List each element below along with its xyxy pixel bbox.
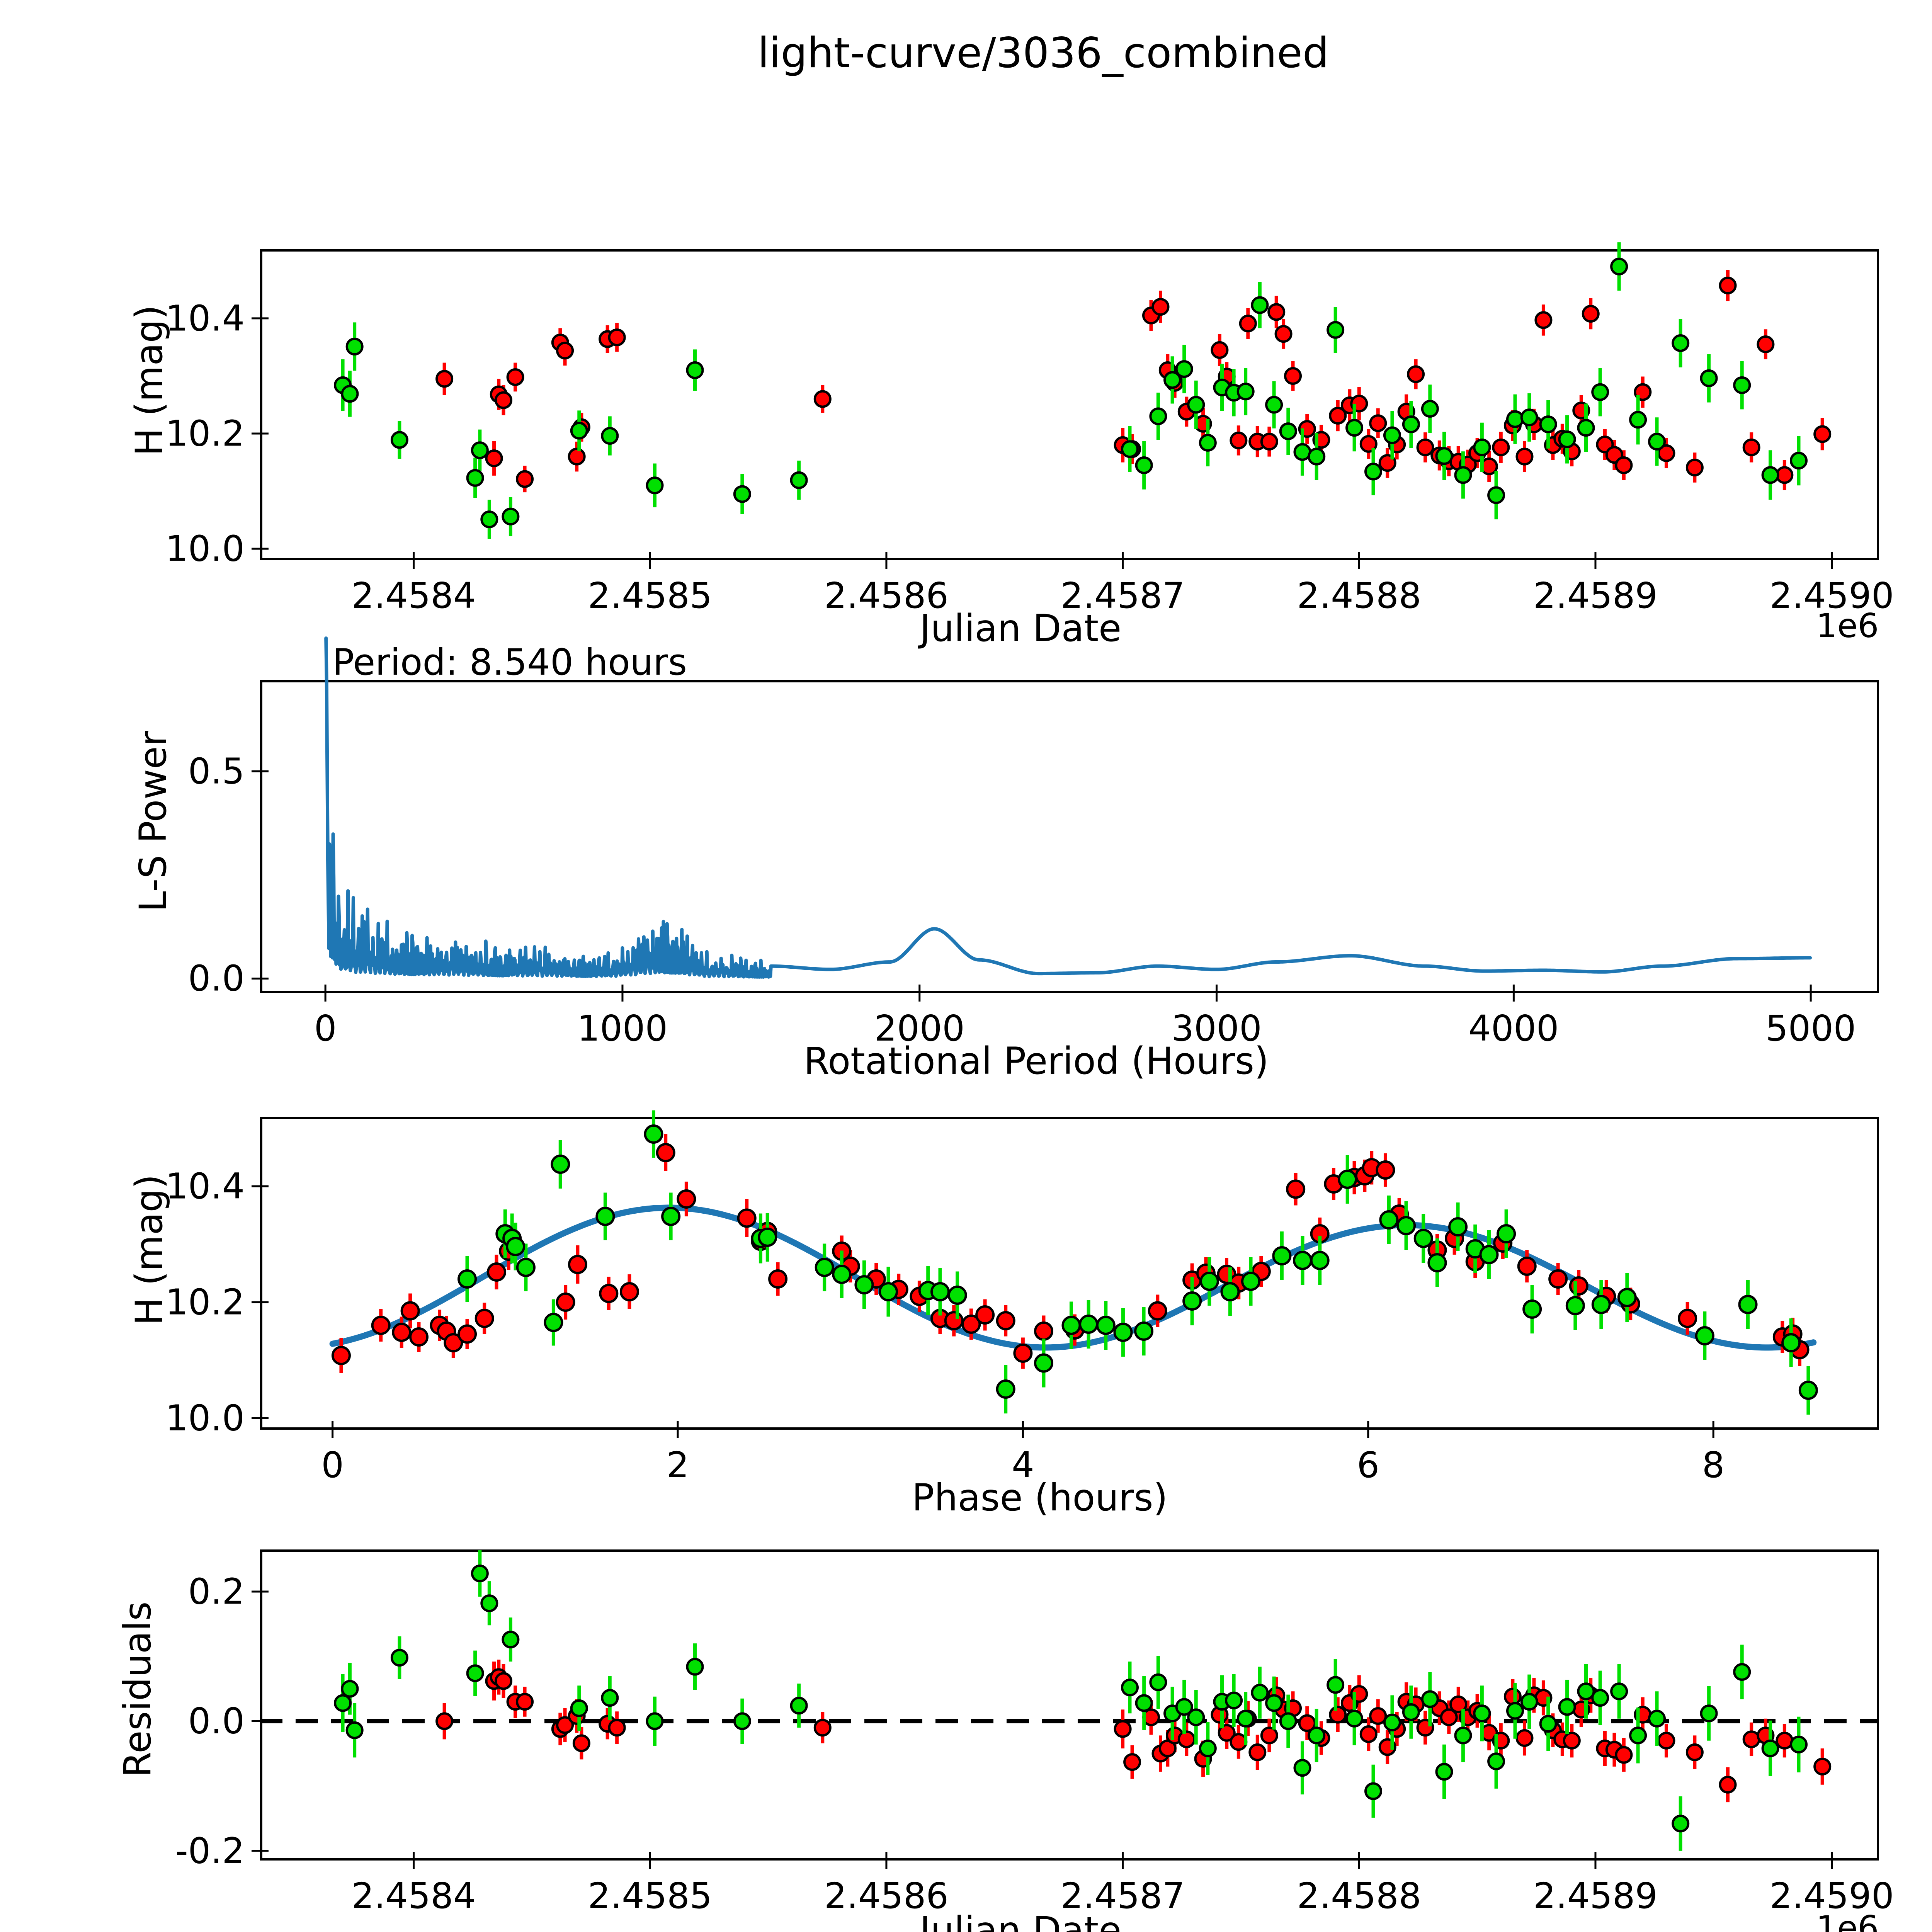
panel-phase-plot (252, 1110, 1818, 1438)
series-red (435, 270, 1832, 493)
x-tick-label: 2.4584 (351, 1875, 476, 1917)
x-tick-label: 3000 (1171, 1008, 1262, 1049)
y-tick-label: 0.5 (188, 750, 245, 792)
panel-periodogram-frame (260, 680, 1879, 993)
x-tick-label: 2.4585 (588, 1875, 713, 1917)
x-tick-label: 2.4585 (588, 575, 713, 616)
x-tick-label: 2.4586 (824, 1875, 949, 1917)
x-tick-label: 8 (1702, 1444, 1725, 1486)
series-green (334, 242, 1808, 539)
y-tick-label: 10.2 (165, 1281, 245, 1323)
panel-phase-xlabel: Phase (hours) (912, 1476, 1168, 1519)
y-tick-label: 0.0 (188, 957, 245, 999)
x-tick-label: 2.4590 (1769, 575, 1894, 616)
x-tick-label: 0 (321, 1444, 344, 1486)
periodogram-curve (324, 636, 1812, 979)
y-tick-label: 10.4 (165, 1165, 245, 1207)
panel-lightcurve (252, 242, 1879, 569)
x-tick-label: 2.4589 (1533, 1875, 1658, 1917)
x-tick-label: 2.4584 (351, 575, 476, 616)
panel-periodogram-plot (252, 636, 1812, 1002)
y-tick-label: -0.2 (175, 1830, 245, 1872)
x-tick-label: 2.4588 (1297, 575, 1422, 616)
figure-title: light-curve/3036_combined (757, 29, 1329, 77)
x-tick-label: 2.4588 (1297, 1875, 1422, 1917)
y-tick-label: 0.2 (188, 1571, 245, 1612)
panel-residuals-exponent: 1e6 (1816, 1909, 1879, 1932)
panel-periodogram-title: Period: 8.540 hours (332, 641, 687, 684)
x-tick-label: 6 (1357, 1444, 1380, 1486)
x-tick-label: 2000 (874, 1008, 965, 1049)
y-tick-label: 10.2 (165, 413, 245, 454)
x-tick-label: 4 (1012, 1444, 1034, 1486)
x-tick-label: 1000 (577, 1008, 668, 1049)
series-green (334, 1550, 1808, 1851)
x-tick-label: 2.4590 (1769, 1875, 1894, 1917)
panel-residuals-frame (260, 1549, 1879, 1861)
x-tick-label: 2.4589 (1533, 575, 1658, 616)
x-tick-label: 2 (666, 1444, 689, 1486)
y-tick-label: 10.0 (165, 1397, 245, 1439)
x-tick-label: 2.4586 (824, 575, 949, 616)
panel-periodogram (252, 636, 1879, 1002)
panel-periodogram-ylabel: L-S Power (131, 731, 175, 912)
x-tick-label: 5000 (1765, 1008, 1856, 1049)
panel-residuals-ylabel: Residuals (116, 1601, 159, 1777)
y-tick-label: 0.0 (188, 1700, 245, 1742)
panel-residuals (252, 1549, 1879, 1869)
y-tick-label: 10.4 (165, 298, 245, 339)
panel-lightcurve-exponent: 1e6 (1816, 607, 1879, 645)
panel-periodogram-xlabel: Rotational Period (Hours) (804, 1039, 1269, 1083)
y-tick-label: 10.0 (165, 528, 245, 570)
x-tick-label: 2.4587 (1060, 1875, 1185, 1917)
panel-lightcurve-xlabel: Julian Date (920, 607, 1122, 650)
x-tick-label: 2.4587 (1060, 575, 1185, 616)
series-green (457, 1110, 1818, 1415)
panel-lightcurve-frame (260, 249, 1879, 560)
panel-residuals-xlabel: Julian Date (920, 1909, 1122, 1932)
x-tick-label: 0 (314, 1008, 337, 1049)
panel-lightcurve-ylabel: H (mag) (128, 305, 171, 456)
panel-residuals-plot (252, 1550, 1879, 1869)
panel-lightcurve-plot (252, 242, 1833, 569)
panel-phase-ylabel: H (mag) (128, 1174, 171, 1325)
x-tick-label: 4000 (1468, 1008, 1559, 1049)
panel-phase (252, 1110, 1879, 1438)
panel-phase-frame (260, 1117, 1879, 1430)
